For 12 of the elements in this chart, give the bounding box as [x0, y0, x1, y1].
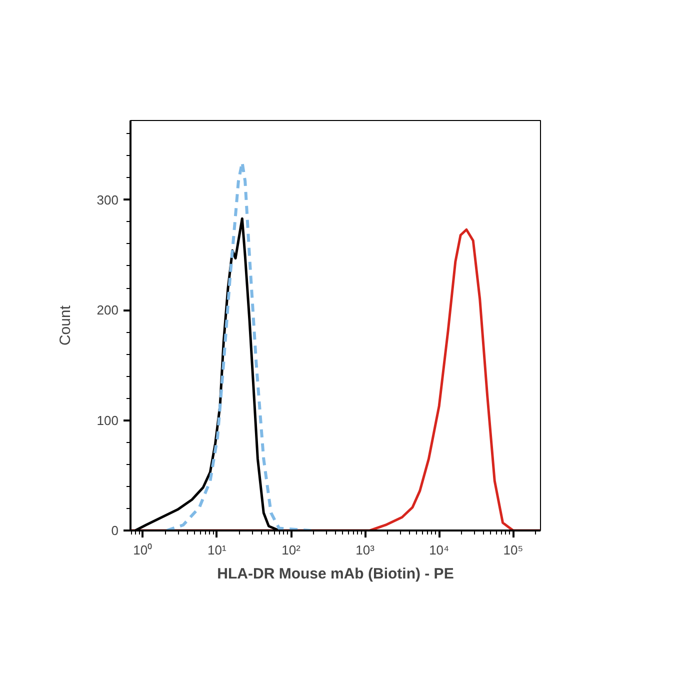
y-tick-label: 200	[96, 302, 119, 318]
x-tick-label: 10¹	[208, 542, 228, 558]
x-tick-label: 10²	[282, 542, 302, 558]
y-tick-label: 100	[96, 412, 119, 428]
x-tick-label: 10⁰	[133, 542, 153, 558]
x-tick-label: 10⁴	[429, 542, 450, 558]
x-tick-label: 10⁵	[503, 542, 524, 558]
y-tick-label: 0	[111, 523, 119, 538]
y-axis-title: Count	[56, 304, 74, 346]
x-axis-title: HLA-DR Mouse mAb (Biotin) - PE	[217, 566, 454, 582]
y-tick-label: 300	[96, 192, 119, 208]
x-tick-label: 10³	[356, 542, 376, 558]
